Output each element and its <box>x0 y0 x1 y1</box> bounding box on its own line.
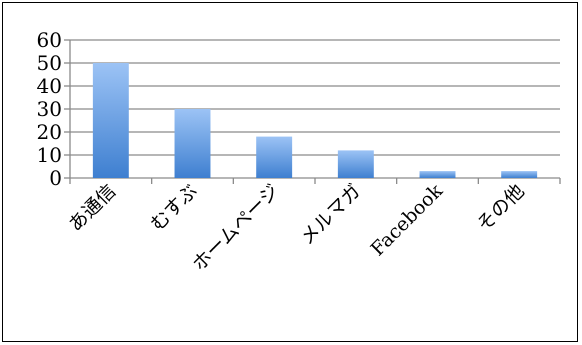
grid-lines <box>70 39 560 179</box>
y-tick-label: 60 <box>37 28 62 52</box>
bar-3 <box>337 150 374 178</box>
y-tick-label: 20 <box>37 120 62 144</box>
bar-0 <box>92 63 129 178</box>
x-category-label: メルマガ <box>296 180 365 249</box>
x-category-label: Facebook <box>367 180 448 261</box>
x-category-label: むすぶ <box>146 180 202 236</box>
bar-2 <box>256 136 293 178</box>
y-tick-label: 10 <box>37 143 62 167</box>
y-tick-label: 40 <box>37 74 62 98</box>
x-category-label: ホームページ <box>188 180 284 276</box>
x-category-label: あ通信 <box>64 180 120 236</box>
chart-frame: 0 10 20 30 40 50 60 あ通信 むすぶ ホームページ メルマガ Facebook その… <box>2 2 578 342</box>
bar-5 <box>501 171 538 178</box>
y-tick-label: 50 <box>37 51 62 75</box>
bar-4 <box>419 171 456 178</box>
x-category-label: その他 <box>473 180 529 236</box>
bars <box>92 63 538 178</box>
y-tick-label: 0 <box>49 166 62 190</box>
bar-1 <box>174 109 211 178</box>
axes <box>64 39 561 184</box>
y-tick-label: 30 <box>37 97 62 121</box>
